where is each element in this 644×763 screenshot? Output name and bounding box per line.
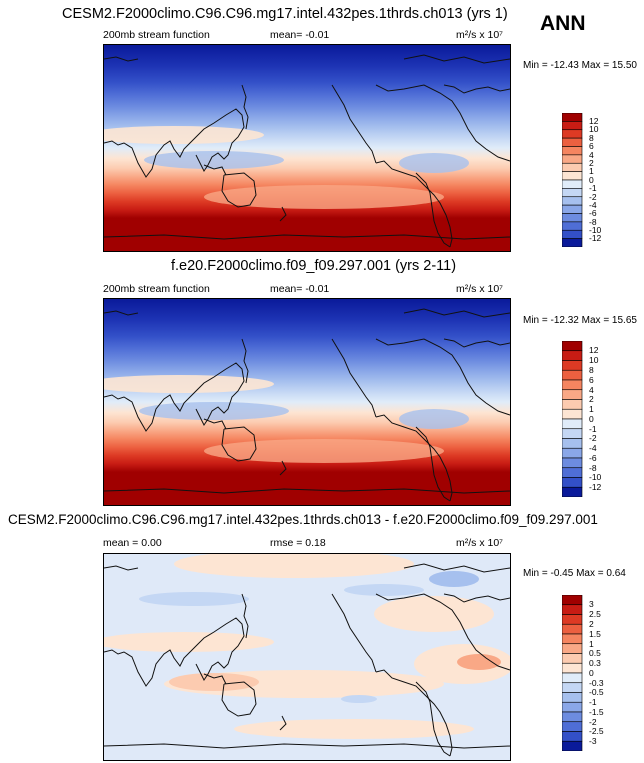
panel-2-minmax: Min = -12.32 Max = 15.65 <box>523 315 637 326</box>
panel-1-units: m²/s x 10⁷ <box>456 29 503 41</box>
colorbar-tick: -12 <box>589 233 602 243</box>
colorbar-tick: 1.5 <box>589 629 601 639</box>
colorbar-tick: -8 <box>589 463 597 473</box>
panel-1-anomaly-2 <box>144 151 284 169</box>
panel-1-colorbar <box>562 113 583 247</box>
colorbar-tick: 2 <box>589 394 594 404</box>
panel-1-mean: mean= -0.01 <box>270 29 330 41</box>
colorbar-tick: -4 <box>589 443 597 453</box>
colorbar-tick: 4 <box>589 385 594 395</box>
panel-2-title: f.e20.F2000climo.f09_f09.297.001 (yrs 2-… <box>171 258 457 274</box>
panel-1-anomaly-1 <box>104 126 264 144</box>
colorbar-tick: 6 <box>589 141 594 151</box>
panel-3-mean: mean = 0.00 <box>103 537 162 549</box>
colorbar-tick: -1 <box>589 697 597 707</box>
panel-1-minmax: Min = -12.43 Max = 15.50 <box>523 60 637 71</box>
panel-2-anomaly-2 <box>139 402 289 420</box>
colorbar-tick: 0 <box>589 668 594 678</box>
panel-1-field <box>104 45 510 251</box>
colorbar-tick: 1 <box>589 639 594 649</box>
colorbar-tick: 0 <box>589 414 594 424</box>
colorbar-tick: 10 <box>589 355 599 365</box>
panel-1-colorbar-bins <box>562 113 583 247</box>
panel-2-map-svg <box>104 299 510 505</box>
panel-2-anomaly-1 <box>104 375 274 393</box>
panel-3-title: CESM2.F2000climo.C96.C96.mg17.intel.432p… <box>8 512 598 527</box>
colorbar-tick: 0.5 <box>589 648 601 658</box>
colorbar-tick: 0 <box>589 175 594 185</box>
colorbar-tick: -2 <box>589 433 597 443</box>
panel-2-map <box>103 298 511 506</box>
panel-3-map <box>103 553 511 761</box>
colorbar-tick: -3 <box>589 736 597 746</box>
panel-2-variable: 200mb stream function <box>103 283 210 295</box>
panel-1-title: CESM2.F2000climo.C96.C96.mg17.intel.432p… <box>62 6 508 22</box>
colorbar-tick: 10 <box>589 124 599 134</box>
panel-2-field <box>104 299 510 505</box>
colorbar-tick: 4 <box>589 150 594 160</box>
colorbar-tick: 8 <box>589 133 594 143</box>
panel-3-coastlines <box>104 563 510 757</box>
colorbar-tick: -4 <box>589 200 597 210</box>
panel-2-mean: mean= -0.01 <box>270 283 330 295</box>
panel-3-colorbar-bins <box>562 595 583 751</box>
panel-2-colorbar <box>562 341 583 497</box>
panel-2-units: m²/s x 10⁷ <box>456 283 503 295</box>
colorbar-tick: -8 <box>589 217 597 227</box>
colorbar-tick: 12 <box>589 116 599 126</box>
panel-3-minmax: Min = -0.45 Max = 0.64 <box>523 568 626 579</box>
colorbar-tick: 6 <box>589 375 594 385</box>
panel-1-map <box>103 44 511 252</box>
colorbar-tick: -0.5 <box>589 687 604 697</box>
colorbar-tick: -2.5 <box>589 726 604 736</box>
panel-2-colorbar-bins <box>562 341 583 497</box>
panel-3-rmse: rmse = 0.18 <box>270 537 326 549</box>
panel-3-map-svg <box>104 554 510 760</box>
colorbar-tick: 8 <box>589 365 594 375</box>
colorbar-tick: -6 <box>589 453 597 463</box>
panel-1-coastlines <box>104 54 510 248</box>
panel-1-anomaly-4 <box>204 185 444 209</box>
panel-1-map-svg <box>104 45 510 251</box>
colorbar-tick: -0.3 <box>589 678 604 688</box>
colorbar-tick: 12 <box>589 345 599 355</box>
colorbar-tick: -6 <box>589 208 597 218</box>
colorbar-tick: 0.3 <box>589 658 601 668</box>
panel-2-coastlines <box>104 308 510 502</box>
colorbar-tick: 2.5 <box>589 609 601 619</box>
colorbar-tick: -1 <box>589 183 597 193</box>
panel-3-units: m²/s x 10⁷ <box>456 537 503 549</box>
panel-3-colorbar <box>562 595 583 751</box>
season-label: ANN <box>540 12 586 35</box>
colorbar-tick: -1 <box>589 424 597 434</box>
colorbar-tick: 1 <box>589 404 594 414</box>
colorbar-tick: -2 <box>589 192 597 202</box>
colorbar-tick: 2 <box>589 619 594 629</box>
colorbar-tick: 2 <box>589 158 594 168</box>
colorbar-tick: -12 <box>589 482 602 492</box>
colorbar-tick: 3 <box>589 599 594 609</box>
panel-3-anomalies <box>104 554 510 739</box>
colorbar-tick: -1.5 <box>589 707 604 717</box>
colorbar-tick: -2 <box>589 717 597 727</box>
panel-1-anomaly-3 <box>399 153 469 173</box>
colorbar-tick: -10 <box>589 225 602 235</box>
panel-2-anomaly-3 <box>399 409 469 429</box>
panel-2-anomaly-4 <box>204 439 444 463</box>
colorbar-tick: 1 <box>589 166 594 176</box>
panel-1-variable: 200mb stream function <box>103 29 210 41</box>
colorbar-tick: -10 <box>589 472 602 482</box>
